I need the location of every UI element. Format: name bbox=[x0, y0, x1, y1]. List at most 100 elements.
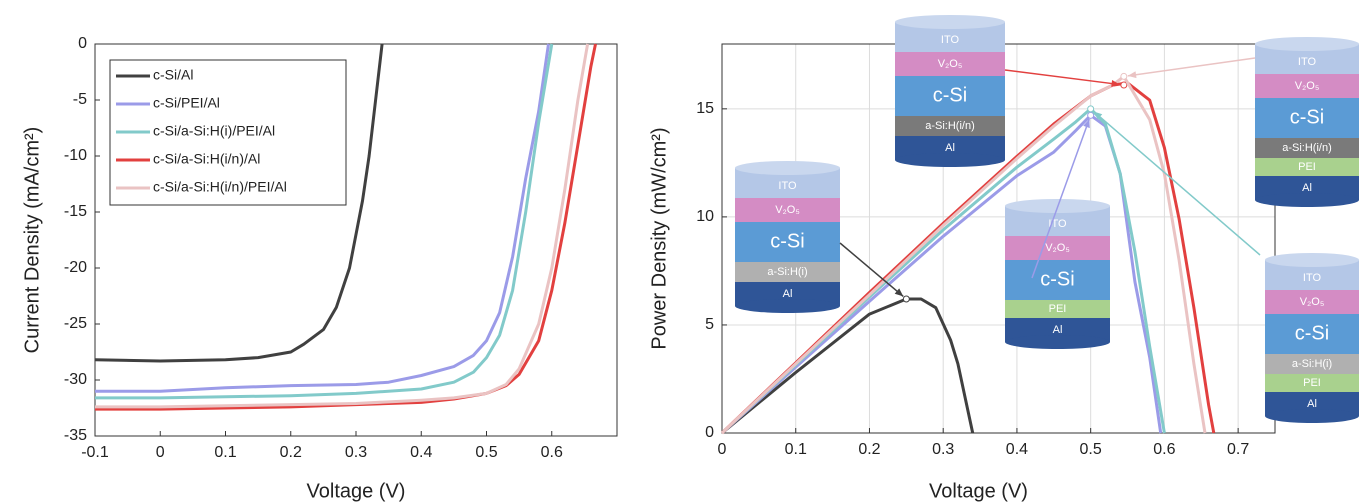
x-tick-label: -0.1 bbox=[81, 444, 109, 461]
stack-label: Al bbox=[1307, 398, 1317, 410]
y-tick-label: -10 bbox=[64, 147, 87, 164]
y-tick-label: -5 bbox=[73, 91, 87, 108]
stack-top bbox=[1255, 37, 1359, 51]
stack-bottom bbox=[895, 153, 1005, 167]
y-axis-label: Power Density (mW/cm²) bbox=[648, 127, 670, 349]
stack-label: PEI bbox=[1298, 161, 1316, 173]
legend-label: c-Si/a-Si:H(i/n)/PEI/Al bbox=[153, 179, 287, 195]
stack-label: V₂O₅ bbox=[1300, 296, 1325, 308]
y-tick-label: 15 bbox=[696, 100, 714, 117]
stack-layer bbox=[895, 76, 1005, 116]
stack-layer bbox=[1005, 260, 1110, 300]
max-power-point bbox=[1120, 72, 1128, 80]
stack-label: ITO bbox=[778, 180, 797, 192]
stack-layer bbox=[1265, 290, 1359, 314]
stack-layer bbox=[735, 222, 840, 262]
arrow-shaft bbox=[1093, 110, 1261, 256]
arrow-shaft bbox=[1127, 57, 1256, 77]
x-tick-label: 0.4 bbox=[410, 444, 432, 461]
x-tick-label: 0.3 bbox=[345, 444, 367, 461]
stack-layer bbox=[1005, 236, 1110, 260]
legend-label: c-Si/a-Si:H(i)/PEI/Al bbox=[153, 123, 275, 139]
legend-label: c-Si/PEI/Al bbox=[153, 95, 220, 111]
arrow-shaft bbox=[1004, 69, 1120, 86]
y-tick-label: 10 bbox=[696, 208, 714, 225]
stack-layer bbox=[735, 198, 840, 222]
stack-layer bbox=[1255, 138, 1359, 158]
stack-label: Al bbox=[783, 288, 793, 300]
stack-top bbox=[1265, 253, 1359, 267]
y-tick-label: -20 bbox=[64, 259, 87, 276]
stack-layer bbox=[1255, 158, 1359, 176]
series-line bbox=[721, 297, 975, 435]
x-tick-label: 0.6 bbox=[1153, 441, 1175, 458]
x-tick-label: 0.5 bbox=[475, 444, 497, 461]
max-power-point bbox=[1120, 81, 1128, 89]
stack-bottom bbox=[1255, 193, 1359, 207]
stack-layer bbox=[1265, 314, 1359, 354]
stack-bottom bbox=[1265, 409, 1359, 423]
stack-label: a-Si:H(i) bbox=[767, 266, 807, 278]
x-axis-label: Voltage (V) bbox=[307, 480, 406, 502]
max-power-point bbox=[902, 295, 910, 303]
stack-label: V₂O₅ bbox=[938, 58, 963, 70]
stack-label: c-Si bbox=[1290, 106, 1324, 128]
plot-frame bbox=[94, 43, 618, 437]
x-tick-label: 0.7 bbox=[1227, 441, 1249, 458]
series-line bbox=[94, 43, 384, 363]
series-line bbox=[95, 43, 554, 400]
stack-label: ITO bbox=[1298, 56, 1317, 68]
device-stack: ITO V₂O₅ c-Si a-Si:H(i/n) Al bbox=[895, 15, 1005, 167]
series-line bbox=[720, 107, 1166, 435]
device-stack: ITO V₂O₅ c-Si a-Si:H(i/n) PEI Al bbox=[1255, 37, 1359, 207]
x-tick-label: 0.2 bbox=[858, 441, 880, 458]
stack-label: a-Si:H(i/n) bbox=[925, 120, 975, 132]
x-tick-label: 0.1 bbox=[785, 441, 807, 458]
max-power-point bbox=[1087, 111, 1095, 119]
device-stack: ITO V₂O₅ c-Si a-Si:H(i) PEI Al bbox=[1265, 253, 1359, 423]
stack-label: c-Si bbox=[1040, 268, 1074, 290]
x-tick-label: 0.3 bbox=[932, 441, 954, 458]
stack-bottom bbox=[1005, 335, 1110, 349]
legend-label: c-Si/a-Si:H(i/n)/Al bbox=[153, 151, 260, 167]
x-axis-label: Voltage (V) bbox=[929, 480, 1028, 502]
stack-layer bbox=[1265, 354, 1359, 374]
y-tick-label: -25 bbox=[64, 315, 87, 332]
stack-label: Al bbox=[1053, 324, 1063, 336]
stack-label: a-Si:H(i) bbox=[1292, 358, 1332, 370]
stack-label: c-Si bbox=[933, 84, 967, 106]
x-tick-label: 0.6 bbox=[541, 444, 563, 461]
stack-label: V₂O₅ bbox=[1295, 80, 1320, 92]
stack-label: c-Si bbox=[770, 230, 804, 252]
legend-label: c-Si/Al bbox=[153, 67, 193, 83]
x-tick-label: 0 bbox=[718, 441, 727, 458]
stack-bottom bbox=[735, 299, 840, 313]
device-stack: ITO V₂O₅ c-Si a-Si:H(i) Al bbox=[735, 161, 840, 313]
series-line bbox=[95, 43, 590, 409]
stack-layer bbox=[895, 52, 1005, 76]
arrow-head bbox=[894, 288, 904, 297]
stack-label: V₂O₅ bbox=[775, 204, 800, 216]
stack-label: PEI bbox=[1049, 303, 1067, 315]
x-tick-label: 0.2 bbox=[280, 444, 302, 461]
series-line bbox=[721, 113, 1163, 435]
stack-layer bbox=[1265, 374, 1359, 392]
x-tick-label: 0.1 bbox=[214, 444, 236, 461]
y-axis-label: Current Density (mA/cm²) bbox=[21, 127, 43, 354]
stack-label: Al bbox=[945, 142, 955, 154]
stack-label: Al bbox=[1302, 182, 1312, 194]
arrow-shaft bbox=[839, 242, 904, 298]
y-tick-label: 5 bbox=[705, 316, 714, 333]
stack-layer bbox=[1005, 300, 1110, 318]
x-tick-label: 0.5 bbox=[1080, 441, 1102, 458]
arrow-head bbox=[1093, 111, 1103, 120]
arrow-head bbox=[1083, 119, 1090, 129]
y-tick-label: -30 bbox=[64, 371, 87, 388]
stack-layer bbox=[1255, 74, 1359, 98]
arrow-head bbox=[1127, 71, 1137, 79]
stack-label: V₂O₅ bbox=[1045, 242, 1070, 254]
stack-layer bbox=[1255, 98, 1359, 138]
